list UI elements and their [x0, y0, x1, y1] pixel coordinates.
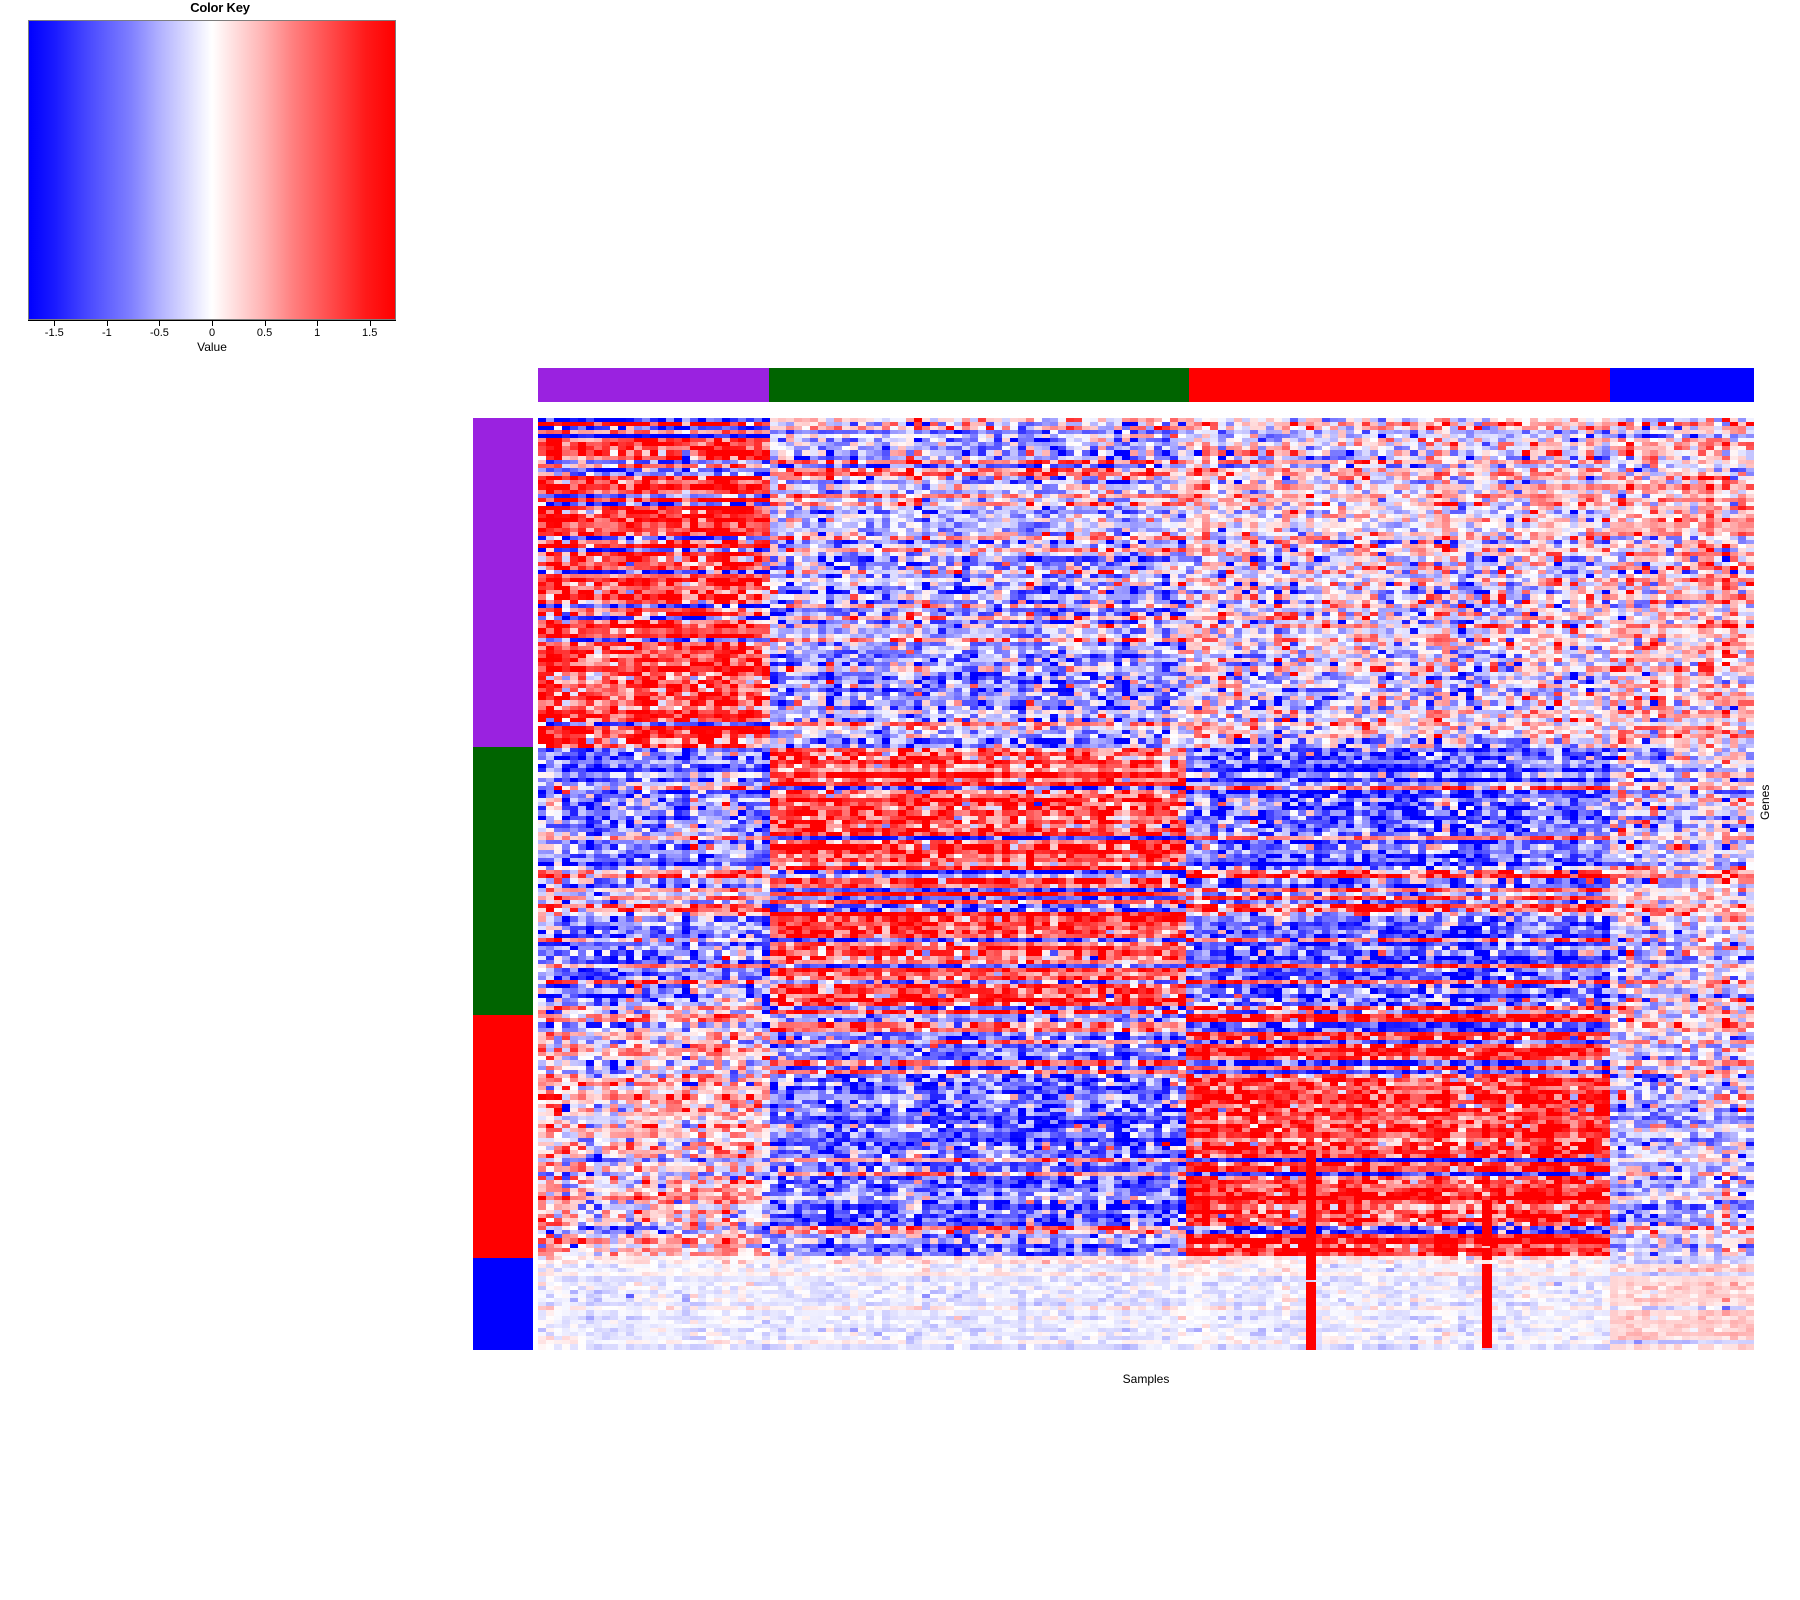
heatmap-cells: [538, 418, 1754, 1350]
color-key-tick-label: -1: [101, 327, 112, 339]
color-key-tick-label: 1: [314, 327, 321, 339]
color-key-legend: Color Key -1.5 -1 -0.5 0 0.5 1 1.5 Value: [0, 0, 440, 360]
heatmap-matrix[interactable]: [538, 418, 1754, 1350]
color-key-tick: [106, 320, 108, 326]
row-side-color-cluster-red: [473, 1015, 533, 1258]
color-key-tick-label: 1.5: [362, 327, 378, 339]
row-side-color-cluster-blue: [473, 1257, 533, 1350]
col-side-color-cluster-green: [769, 368, 1189, 402]
row-side-color-cluster-green: [473, 746, 533, 1016]
color-key-axis: -1.5 -1 -0.5 0 0.5 1 1.5: [28, 320, 396, 360]
col-side-color-cluster-blue: [1610, 368, 1754, 402]
color-key-gradient: [28, 20, 396, 320]
heatmap-x-axis-label: Samples: [1122, 1372, 1170, 1386]
col-side-color-cluster-purple: [538, 368, 770, 402]
color-key-tick-label: 0: [208, 327, 216, 339]
color-key-tick-label: -0.5: [149, 327, 169, 339]
row-side-color-cluster-purple: [473, 418, 533, 747]
column-side-color-bar: [538, 368, 1754, 402]
color-key-tick: [54, 320, 56, 326]
heatmap-panel: Samples Genes: [418, 360, 1798, 1600]
col-side-color-cluster-red: [1188, 368, 1611, 402]
color-key-tick: [212, 320, 213, 326]
color-key-tick-label: -1.5: [44, 327, 64, 339]
color-key-tick: [317, 320, 319, 326]
heatmap-y-axis-label: Genes: [1758, 784, 1772, 820]
color-key-title: Color Key: [190, 0, 250, 15]
color-key-tick-label: 0.5: [256, 327, 273, 339]
row-side-color-bar: [473, 418, 533, 1350]
color-key-tick: [264, 320, 266, 326]
color-key-tick: [159, 320, 161, 326]
color-key-tick: [369, 320, 371, 326]
color-key-axis-label: Value: [197, 340, 227, 354]
